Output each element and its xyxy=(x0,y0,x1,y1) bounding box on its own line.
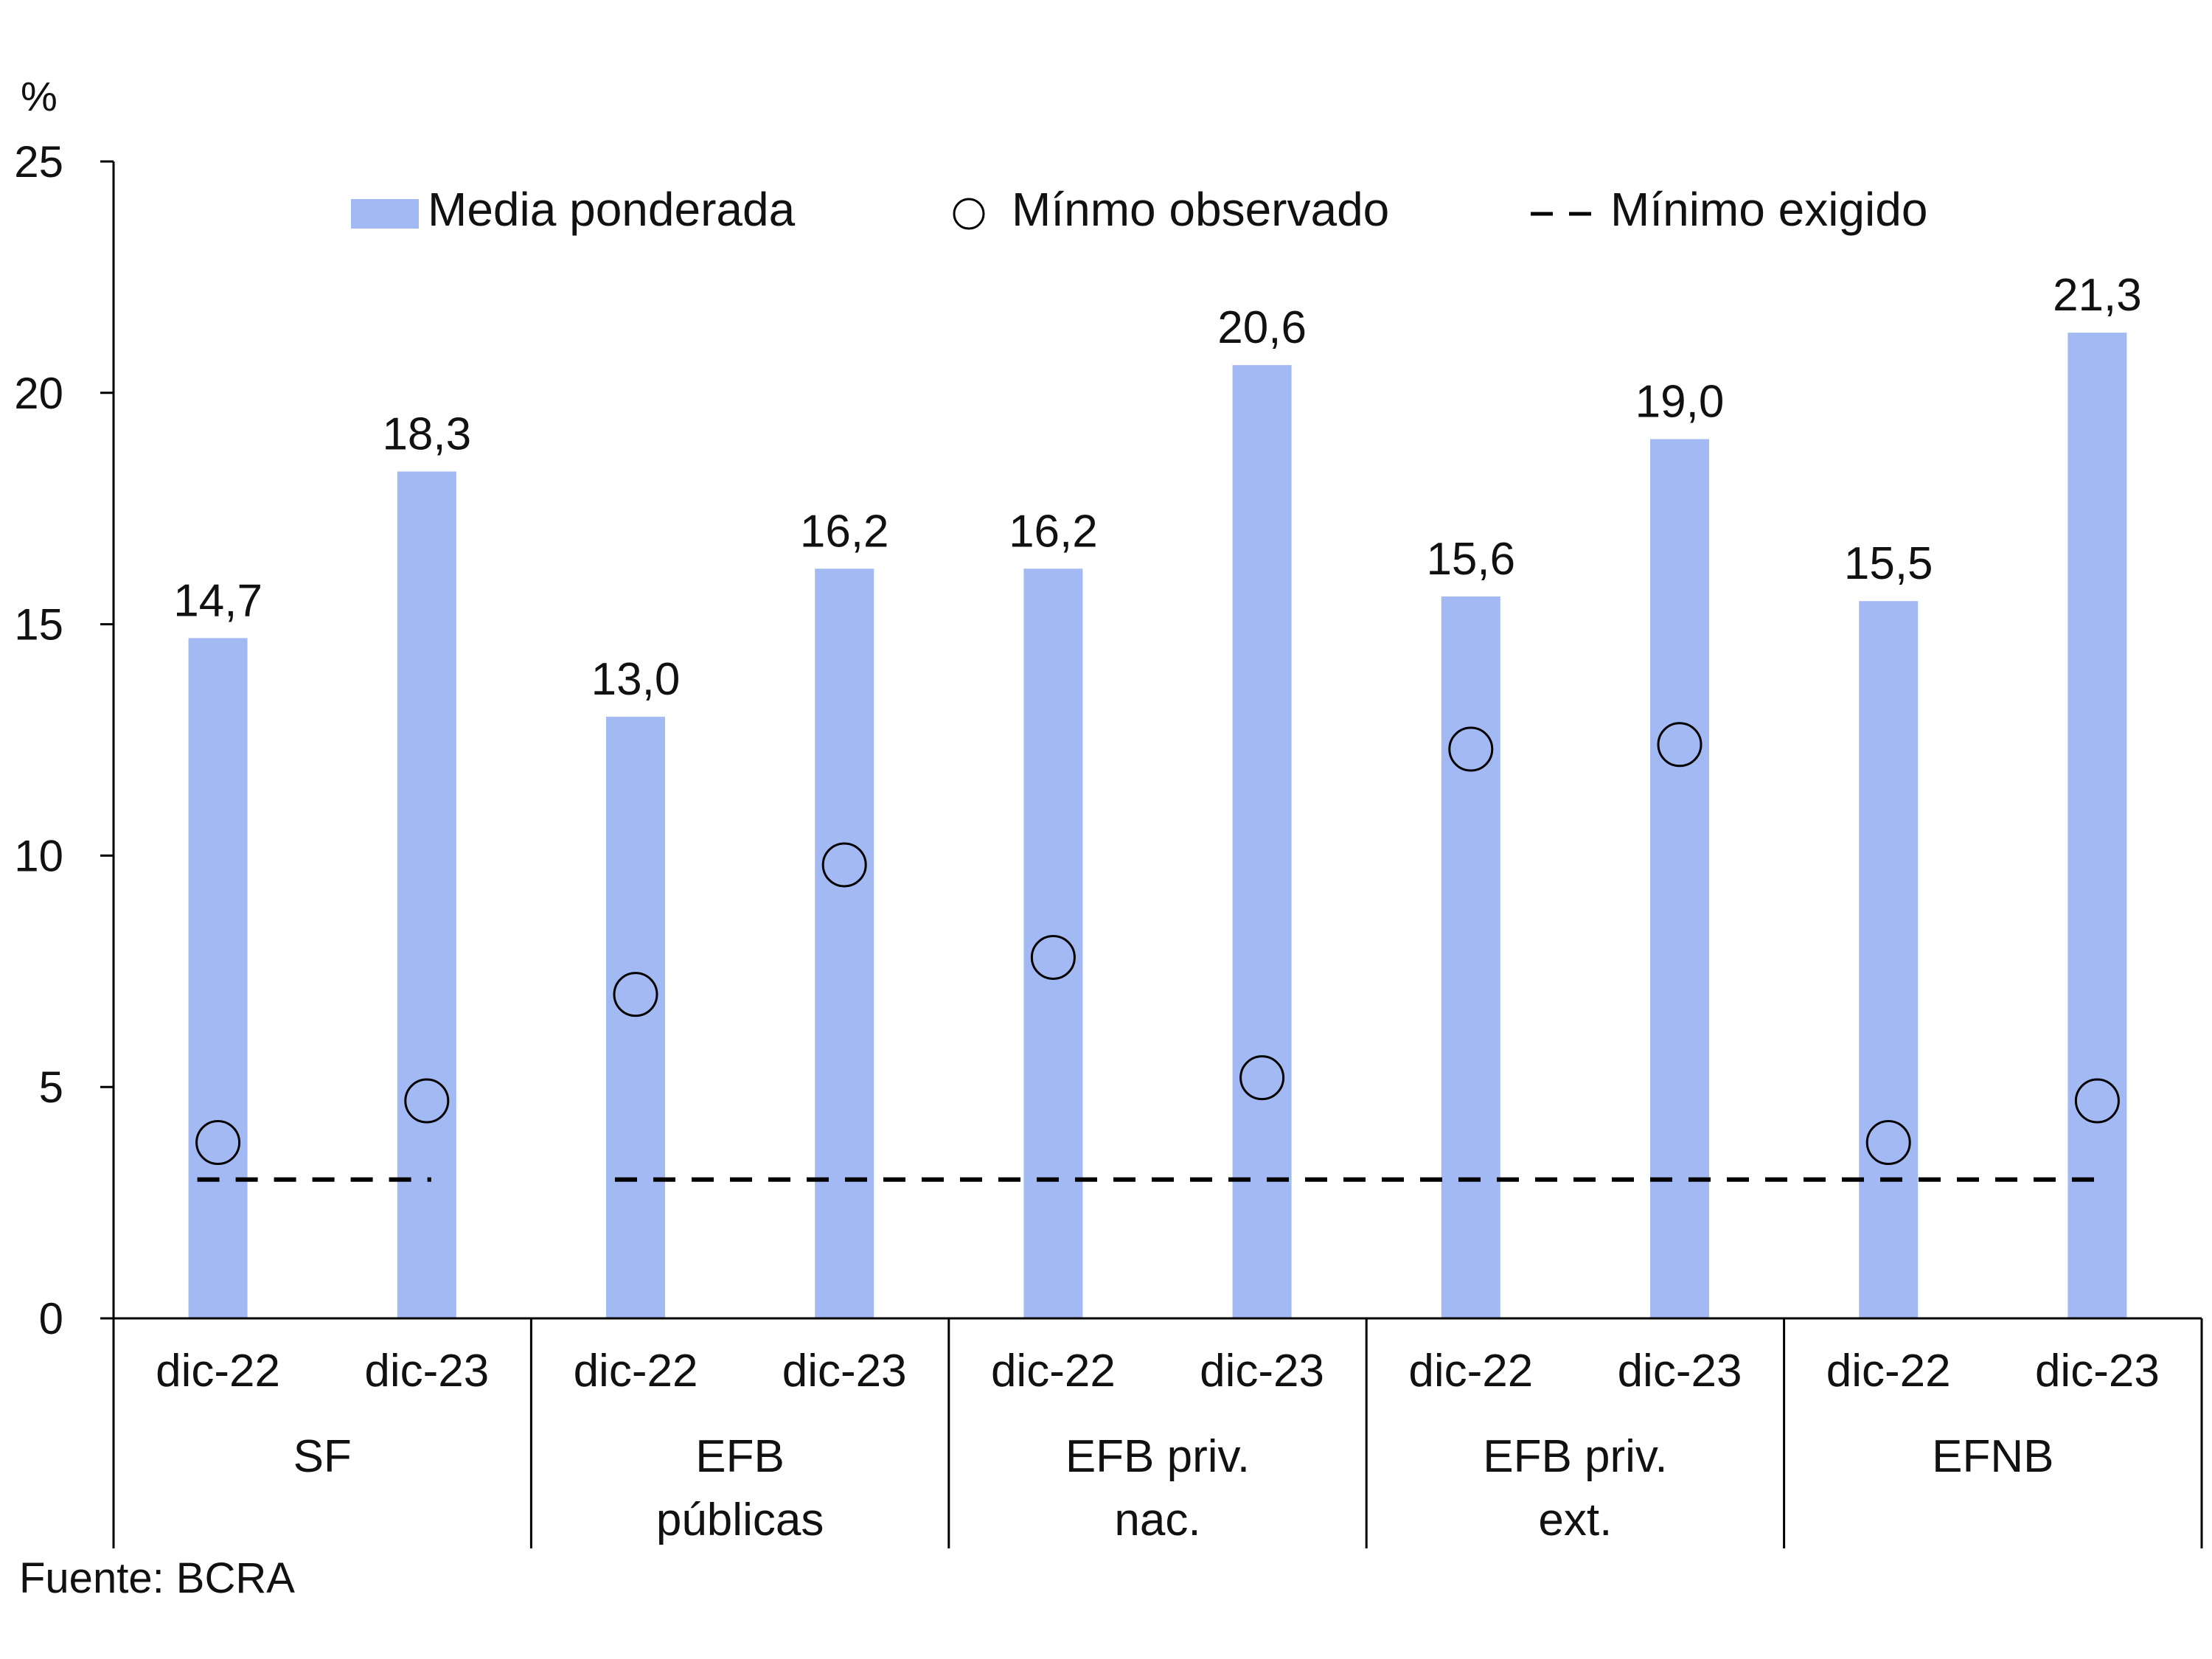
data-label: 18,3 xyxy=(382,408,471,459)
source-note: Fuente: BCRA xyxy=(19,1554,295,1602)
data-label: 16,2 xyxy=(800,506,889,557)
group-label: EFB priv. xyxy=(1065,1431,1250,1482)
bar xyxy=(606,717,665,1318)
x-tick-label: dic-22 xyxy=(1408,1346,1533,1397)
y-axis: 0 5 10 15 20 25 xyxy=(14,137,115,1343)
x-tick-label: dic-22 xyxy=(156,1346,280,1397)
group-label: ext. xyxy=(1538,1495,1612,1545)
data-label: 21,3 xyxy=(2053,270,2142,321)
bar xyxy=(1232,365,1292,1318)
data-label: 14,7 xyxy=(173,575,262,626)
bar xyxy=(2067,333,2127,1318)
y-tick-label: 5 xyxy=(39,1062,63,1112)
bars xyxy=(188,333,2127,1319)
minimo-observado-point xyxy=(613,972,658,1018)
minimo-observado-point xyxy=(1657,722,1703,768)
minimo-observado-point xyxy=(821,842,867,888)
legend-swatch-media xyxy=(351,199,419,229)
bar xyxy=(188,638,248,1318)
data-label: 15,5 xyxy=(1844,538,1933,589)
minimo-observado-point xyxy=(1448,726,1494,772)
legend-label-observado: Mínmo observado xyxy=(1012,183,1389,236)
legend: Media ponderada Mínmo observado Mínimo e… xyxy=(351,183,1927,236)
data-label: 13,0 xyxy=(591,654,681,705)
x-tick-label: dic-23 xyxy=(782,1346,907,1397)
x-tick-label: dic-23 xyxy=(1618,1346,1742,1397)
minimo-observado-point xyxy=(1239,1055,1285,1101)
y-tick-label: 25 xyxy=(14,137,63,187)
data-label: 15,6 xyxy=(1426,534,1515,585)
data-label: 19,0 xyxy=(1635,377,1725,428)
legend-label-exigido: Mínimo exigido xyxy=(1610,183,1927,236)
bar xyxy=(1859,601,1919,1318)
minimo-observado-point xyxy=(195,1120,241,1166)
group-label: nac. xyxy=(1114,1495,1200,1545)
y-axis-unit: % xyxy=(21,73,58,119)
y-tick-label: 20 xyxy=(14,369,63,418)
minimo-observado-point xyxy=(1865,1120,1911,1166)
bar xyxy=(397,471,456,1319)
bar xyxy=(1650,439,1709,1318)
x-tick-label: dic-23 xyxy=(2035,1346,2160,1397)
x-tick-label: dic-23 xyxy=(1200,1346,1324,1397)
group-label: EFB priv. xyxy=(1483,1431,1667,1482)
group-label: públicas xyxy=(656,1495,824,1545)
group-label: EFB xyxy=(695,1431,785,1482)
x-tick-label: dic-22 xyxy=(574,1346,698,1397)
bar xyxy=(815,568,874,1318)
y-tick-label: 15 xyxy=(14,600,63,650)
bar xyxy=(1441,596,1500,1318)
x-tick-label: dic-22 xyxy=(991,1346,1116,1397)
x-tick-label: dic-22 xyxy=(1826,1346,1951,1397)
y-tick-label: 10 xyxy=(14,831,63,880)
minimo-observado-point xyxy=(404,1078,450,1124)
group-label: EFNB xyxy=(1932,1431,2053,1482)
data-label: 20,6 xyxy=(1217,302,1307,353)
x-tick-label: dic-23 xyxy=(364,1346,489,1397)
legend-circle-icon xyxy=(953,198,985,230)
data-label: 16,2 xyxy=(1009,506,1098,557)
bar xyxy=(1023,568,1083,1318)
y-tick-label: 0 xyxy=(39,1294,63,1343)
value-labels: 14,7 18,3 13,0 16,2 16,2 20,6 15,6 19,0 15,5 21,3 xyxy=(173,270,2141,705)
group-label: SF xyxy=(293,1431,352,1482)
minimo-observado-point xyxy=(2074,1078,2120,1124)
legend-label-media: Media ponderada xyxy=(428,183,796,236)
minimo-observado-markers xyxy=(195,722,2120,1166)
minimo-observado-point xyxy=(1030,934,1076,980)
